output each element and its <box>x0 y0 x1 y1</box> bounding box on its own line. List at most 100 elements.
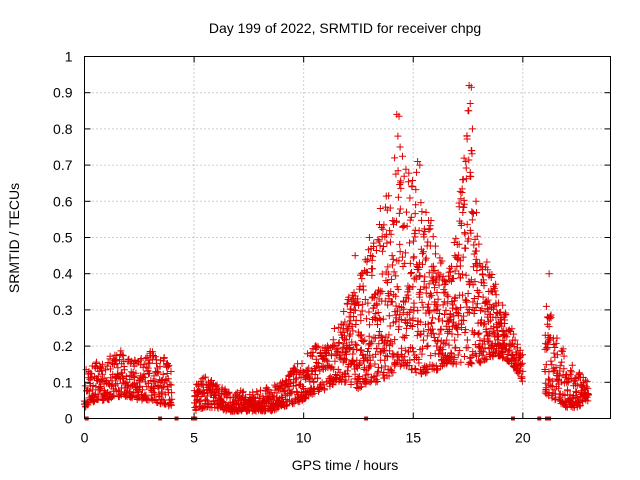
data-point <box>388 340 396 348</box>
data-point <box>406 315 414 323</box>
data-point <box>124 356 132 364</box>
data-point <box>415 355 423 363</box>
data-point <box>410 237 418 245</box>
data-point <box>546 334 554 342</box>
data-point <box>386 227 394 235</box>
data-point <box>356 383 364 391</box>
data-point <box>142 354 150 362</box>
data-point <box>466 168 474 176</box>
data-point <box>394 132 402 140</box>
data-point <box>584 397 592 405</box>
data-point <box>448 330 456 338</box>
data-point <box>404 295 412 303</box>
data-point <box>141 378 149 386</box>
data-point <box>322 356 330 364</box>
data-point <box>97 376 105 384</box>
data-point <box>458 270 466 278</box>
data-point <box>463 220 471 228</box>
data-point <box>331 341 339 349</box>
data-point <box>419 250 427 258</box>
data-point <box>456 347 464 355</box>
data-point <box>384 263 392 271</box>
data-point <box>431 242 439 250</box>
data-point <box>401 298 409 306</box>
data-point <box>405 169 413 177</box>
data-point <box>207 387 215 395</box>
data-point <box>468 360 476 368</box>
data-point <box>447 349 455 357</box>
data-point <box>394 193 402 201</box>
data-point <box>470 241 478 249</box>
data-point <box>475 240 483 248</box>
data-point <box>564 386 572 394</box>
data-point <box>375 314 383 322</box>
data-point <box>404 178 412 186</box>
data-point <box>91 373 99 381</box>
data-point <box>305 374 313 382</box>
data-point <box>479 348 487 356</box>
data-point <box>374 308 382 316</box>
data-point <box>375 340 383 348</box>
data-point <box>404 282 412 290</box>
data-point <box>582 383 590 391</box>
data-point <box>398 344 406 352</box>
data-point <box>395 257 403 265</box>
data-point <box>358 307 366 315</box>
data-point <box>152 356 160 364</box>
data-point <box>384 301 392 309</box>
data-point <box>459 175 467 183</box>
data-point <box>394 285 402 293</box>
data-point <box>132 369 140 377</box>
data-point <box>519 351 527 359</box>
data-point <box>420 327 428 335</box>
data-point <box>422 208 430 216</box>
data-point <box>397 315 405 323</box>
data-point <box>462 244 470 252</box>
x-tick-label: 0 <box>81 430 89 446</box>
data-point <box>453 308 461 316</box>
data-point <box>396 180 404 188</box>
data-point <box>419 344 427 352</box>
data-point <box>158 384 166 392</box>
data-point <box>375 327 383 335</box>
data-point <box>468 208 476 216</box>
data-point <box>413 332 421 340</box>
data-point <box>475 329 483 337</box>
data-point <box>149 348 157 356</box>
data-point <box>408 182 416 190</box>
data-point <box>378 287 386 295</box>
data-point <box>473 300 481 308</box>
data-point <box>545 323 553 331</box>
data-point <box>417 216 425 224</box>
data-point <box>332 370 340 378</box>
data-point <box>295 370 303 378</box>
data-point <box>199 390 207 398</box>
data-point <box>113 380 121 388</box>
data-point <box>362 380 370 388</box>
data-point <box>341 335 349 343</box>
data-point <box>161 399 169 407</box>
data-point <box>450 312 458 320</box>
data-point <box>435 315 443 323</box>
data-point <box>445 317 453 325</box>
data-point <box>473 286 481 294</box>
data-point <box>552 364 560 372</box>
data-point <box>318 379 326 387</box>
data-point <box>576 401 584 409</box>
data-point <box>379 347 387 355</box>
data-point <box>398 253 406 261</box>
data-point <box>361 336 369 344</box>
data-point <box>511 336 519 344</box>
data-point <box>421 362 429 370</box>
data-point <box>559 345 567 353</box>
data-point <box>470 294 478 302</box>
data-point <box>160 354 168 362</box>
data-point <box>441 340 449 348</box>
data-point <box>348 322 356 330</box>
data-point <box>355 301 363 309</box>
data-point <box>324 357 332 365</box>
data-point <box>487 273 495 281</box>
data-point <box>316 367 324 375</box>
data-point <box>462 164 470 172</box>
data-point <box>225 388 233 396</box>
